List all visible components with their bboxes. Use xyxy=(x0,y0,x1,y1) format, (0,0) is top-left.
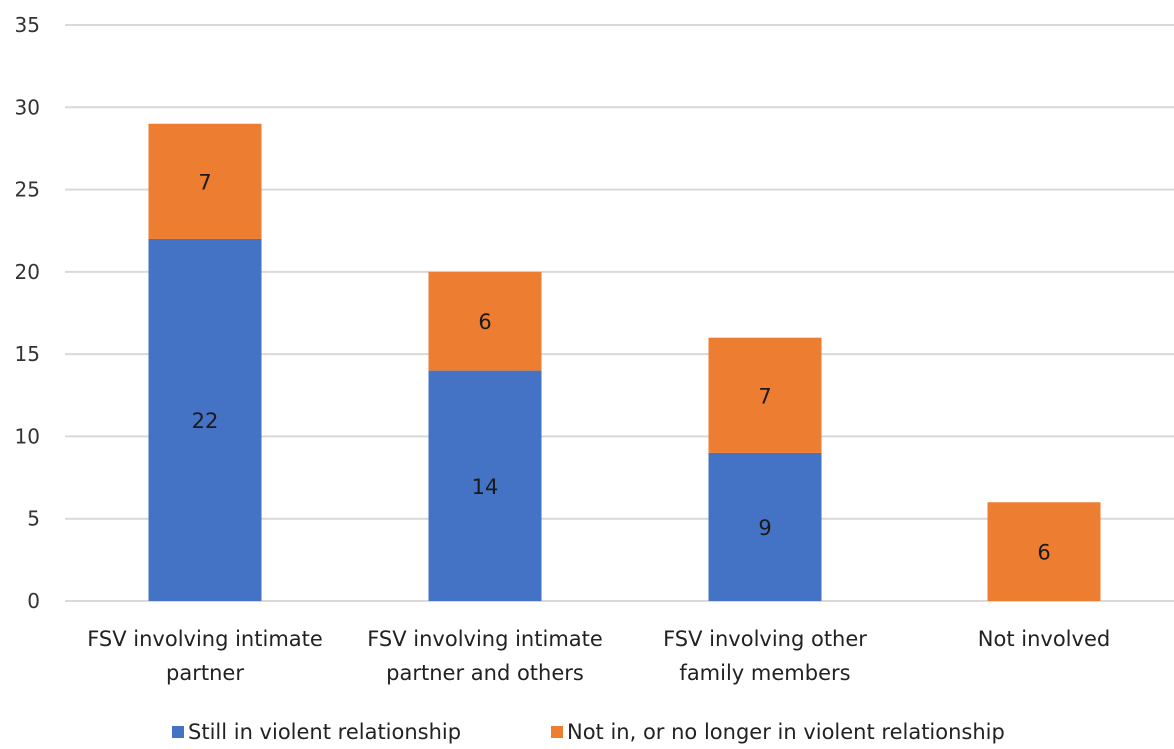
y-tick-label: 20 xyxy=(15,260,40,284)
bar-segment-not-in-violent-relationship xyxy=(708,337,822,453)
x-axis-category-labels: FSV involving intimate partner FSV involvi… xyxy=(87,627,1110,685)
y-axis-tick-labels: 0 5 10 15 20 25 30 35 xyxy=(15,13,40,613)
data-label: 7 xyxy=(198,170,211,194)
bar-segment-not-in-violent-relationship xyxy=(987,502,1101,601)
data-labels: 22 7 14 6 9 7 6 xyxy=(192,170,1051,564)
y-tick-label: 30 xyxy=(15,95,40,119)
data-label: 14 xyxy=(472,475,499,499)
bar-segment-still-in-violent-relationship xyxy=(428,370,542,601)
bar-segment-not-in-violent-relationship xyxy=(428,271,542,371)
bars xyxy=(148,123,1101,601)
bar-segment-not-in-violent-relationship xyxy=(148,123,262,239)
data-label: 9 xyxy=(758,516,771,540)
data-label: 6 xyxy=(478,310,491,334)
data-label: 7 xyxy=(758,384,771,408)
category-label: family members xyxy=(679,661,850,685)
y-tick-label: 0 xyxy=(27,589,40,613)
category-label: partner and others xyxy=(386,661,584,685)
y-tick-label: 5 xyxy=(27,507,40,531)
category-label: FSV involving intimate xyxy=(87,627,323,651)
bar-segment-still-in-violent-relationship xyxy=(708,452,822,601)
legend-label: Still in violent relationship xyxy=(188,720,461,744)
data-label: 6 xyxy=(1037,541,1050,565)
y-tick-label: 35 xyxy=(15,13,40,37)
y-tick-label: 25 xyxy=(15,178,40,202)
category-label: partner xyxy=(166,661,244,685)
legend-label: Not in, or no longer in violent relation… xyxy=(567,720,1005,744)
bar-segment-still-in-violent-relationship xyxy=(148,238,262,601)
y-tick-label: 15 xyxy=(15,342,40,366)
legend-swatch xyxy=(172,726,184,738)
y-tick-label: 10 xyxy=(15,424,40,448)
category-label: Not involved xyxy=(978,627,1110,651)
category-label: FSV involving other xyxy=(663,627,867,651)
legend-swatch xyxy=(551,726,563,738)
legend: Still in violent relationship Not in, or … xyxy=(172,720,1005,744)
category-label: FSV involving intimate xyxy=(367,627,603,651)
data-label: 22 xyxy=(192,409,219,433)
